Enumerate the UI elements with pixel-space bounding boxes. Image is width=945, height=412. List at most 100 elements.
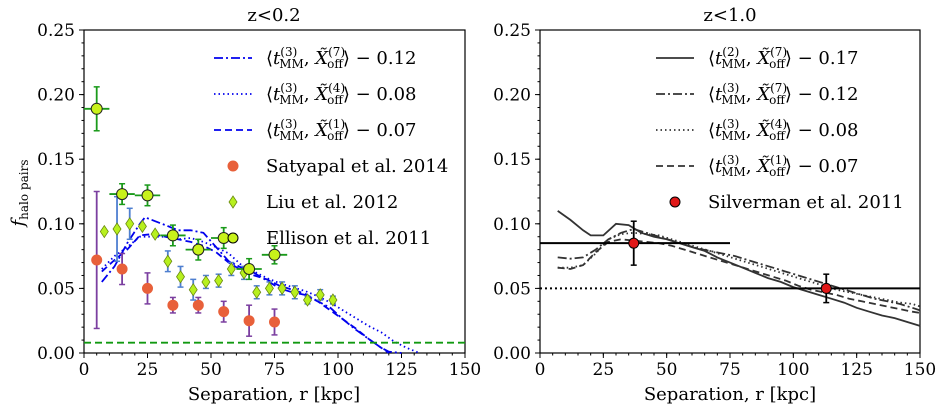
legend-label: Satyapal et al. 2014 <box>266 156 448 177</box>
legend-label: ⟨t(3) MM, X̃(4) off⟩ − 0.08 <box>266 81 417 107</box>
left-panel-title: z<0.2 <box>247 5 300 26</box>
legend-swatch <box>228 195 238 209</box>
x-tick-label: 50 <box>200 360 222 380</box>
data-point <box>150 227 160 241</box>
x-tick-label: 150 <box>904 360 936 380</box>
data-point <box>218 306 230 318</box>
legend-item: Silverman et al. 2011 <box>669 192 904 213</box>
legend-item: ⟨t(3) MM, X̃(4) off⟩ − 0.08 <box>656 117 859 143</box>
right-panel: z<1.0 Separation, r [kpc] 0 25 50 75 100 125 1… <box>493 5 936 405</box>
series-line <box>101 233 390 354</box>
series-line <box>557 210 921 327</box>
data-point <box>328 293 338 307</box>
legend-label: ⟨t(3) MM, X̃(4) off⟩ − 0.08 <box>708 117 859 143</box>
data-point <box>226 262 236 276</box>
y-tick-label: 0.25 <box>493 21 531 41</box>
data-point <box>91 254 103 266</box>
series-5 <box>84 86 288 281</box>
data-point <box>214 273 224 288</box>
data-point <box>90 102 103 115</box>
data-point <box>243 315 255 327</box>
y-tick-label: 0.20 <box>493 86 531 106</box>
y-tick-label: 0.00 <box>493 344 531 364</box>
data-point <box>188 282 198 297</box>
series-2 <box>101 233 390 354</box>
legend-label: ⟨t(2) MM, X̃(7) off⟩ − 0.17 <box>708 45 859 71</box>
y-tick-label: 0.10 <box>37 215 75 235</box>
x-tick-label: 75 <box>719 360 741 380</box>
legend: ⟨t(2) MM, X̃(7) off⟩ − 0.17 ⟨t(3) MM, X̃(7) o… <box>656 45 904 213</box>
series-4 <box>99 195 338 307</box>
y-tick-label: 0.05 <box>493 279 531 299</box>
data-point <box>142 282 153 294</box>
data-point <box>116 263 128 275</box>
y-tick-label: 0.10 <box>493 215 531 235</box>
x-tick-label: 75 <box>264 360 286 380</box>
x-tick-label: 0 <box>535 360 546 380</box>
legend-label: Liu et al. 2012 <box>266 192 398 213</box>
data-point <box>243 263 256 276</box>
data-point <box>303 293 313 307</box>
data-point <box>116 188 129 201</box>
data-point <box>277 281 287 296</box>
series-3 <box>91 190 280 337</box>
data-point <box>628 237 640 249</box>
legend-label: ⟨t(3) MM, X̃(1) off⟩ − 0.07 <box>708 153 859 179</box>
legend-item: Ellison et al. 2011 <box>227 228 431 249</box>
left-x-axis-label: Separation, r [kpc] <box>188 384 360 405</box>
right-plot-area: 0 25 50 75 100 125 150 0.00 0.05 0.10 0.15 0.20 0.25… <box>493 21 936 380</box>
legend-item: ⟨t(3) MM, X̃(1) off⟩ − 0.07 <box>656 153 859 179</box>
data-point <box>820 282 832 294</box>
series-line <box>557 231 921 308</box>
x-tick-label: 0 <box>79 360 90 380</box>
series-line <box>557 228 921 312</box>
x-tick-label: 150 <box>449 360 481 380</box>
data-point <box>137 219 147 234</box>
series-3 <box>557 238 921 314</box>
legend-item: ⟨t(3) MM, X̃(7) off⟩ − 0.12 <box>656 81 859 107</box>
series-4 <box>540 220 920 304</box>
legend-label: Silverman et al. 2011 <box>708 192 904 213</box>
series-0 <box>557 210 921 327</box>
series-2 <box>557 231 921 308</box>
y-tick-label: 0.25 <box>37 21 75 41</box>
y-tick-label: 0.05 <box>37 279 75 299</box>
data-point <box>269 316 280 328</box>
series-1 <box>101 235 420 354</box>
data-point <box>192 299 204 311</box>
x-tick-label: 25 <box>137 360 159 380</box>
legend-label: Ellison et al. 2011 <box>266 228 431 249</box>
left-panel: z<0.2 Separation, r [kpc] fhalo pairs 0 2… <box>8 5 481 405</box>
right-panel-title: z<1.0 <box>703 5 756 26</box>
data-point <box>315 288 325 302</box>
data-point <box>167 299 179 311</box>
data-point <box>125 217 135 231</box>
series-line <box>557 238 921 314</box>
data-point <box>166 229 179 242</box>
legend-swatch <box>669 196 681 208</box>
data-point <box>252 285 262 299</box>
legend-item: Satyapal et al. 2014 <box>227 156 448 177</box>
x-tick-label: 100 <box>777 360 809 380</box>
y-tick-label: 0.00 <box>37 344 75 364</box>
x-tick-label: 100 <box>322 360 354 380</box>
left-plot-area: 0 25 50 75 100 125 150 0.00 0.05 0.10 0.15 0.20 0.25… <box>37 21 481 380</box>
data-point <box>268 248 281 261</box>
data-point <box>176 270 186 284</box>
series-line <box>101 235 420 354</box>
legend-item: Liu et al. 2012 <box>228 192 398 213</box>
legend: ⟨t(3) MM, X̃(7) off⟩ − 0.12 ⟨t(3) MM, X̃(4) o… <box>214 45 448 249</box>
y-tick-label: 0.20 <box>37 86 75 106</box>
y-tick-label: 0.15 <box>37 150 75 170</box>
legend-label: ⟨t(3) MM, X̃(7) off⟩ − 0.12 <box>266 45 417 71</box>
right-x-axis-label: Separation, r [kpc] <box>644 384 816 405</box>
x-tick-label: 50 <box>656 360 678 380</box>
legend-label: ⟨t(3) MM, X̃(7) off⟩ − 0.12 <box>708 81 859 107</box>
data-point <box>163 254 173 268</box>
y-tick-label: 0.15 <box>493 150 531 170</box>
left-y-axis-label: fhalo pairs <box>8 160 31 229</box>
data-point <box>99 224 109 239</box>
legend-item: ⟨t(3) MM, X̃(4) off⟩ − 0.08 <box>214 81 417 107</box>
legend-label: ⟨t(3) MM, X̃(1) off⟩ − 0.07 <box>266 117 417 143</box>
